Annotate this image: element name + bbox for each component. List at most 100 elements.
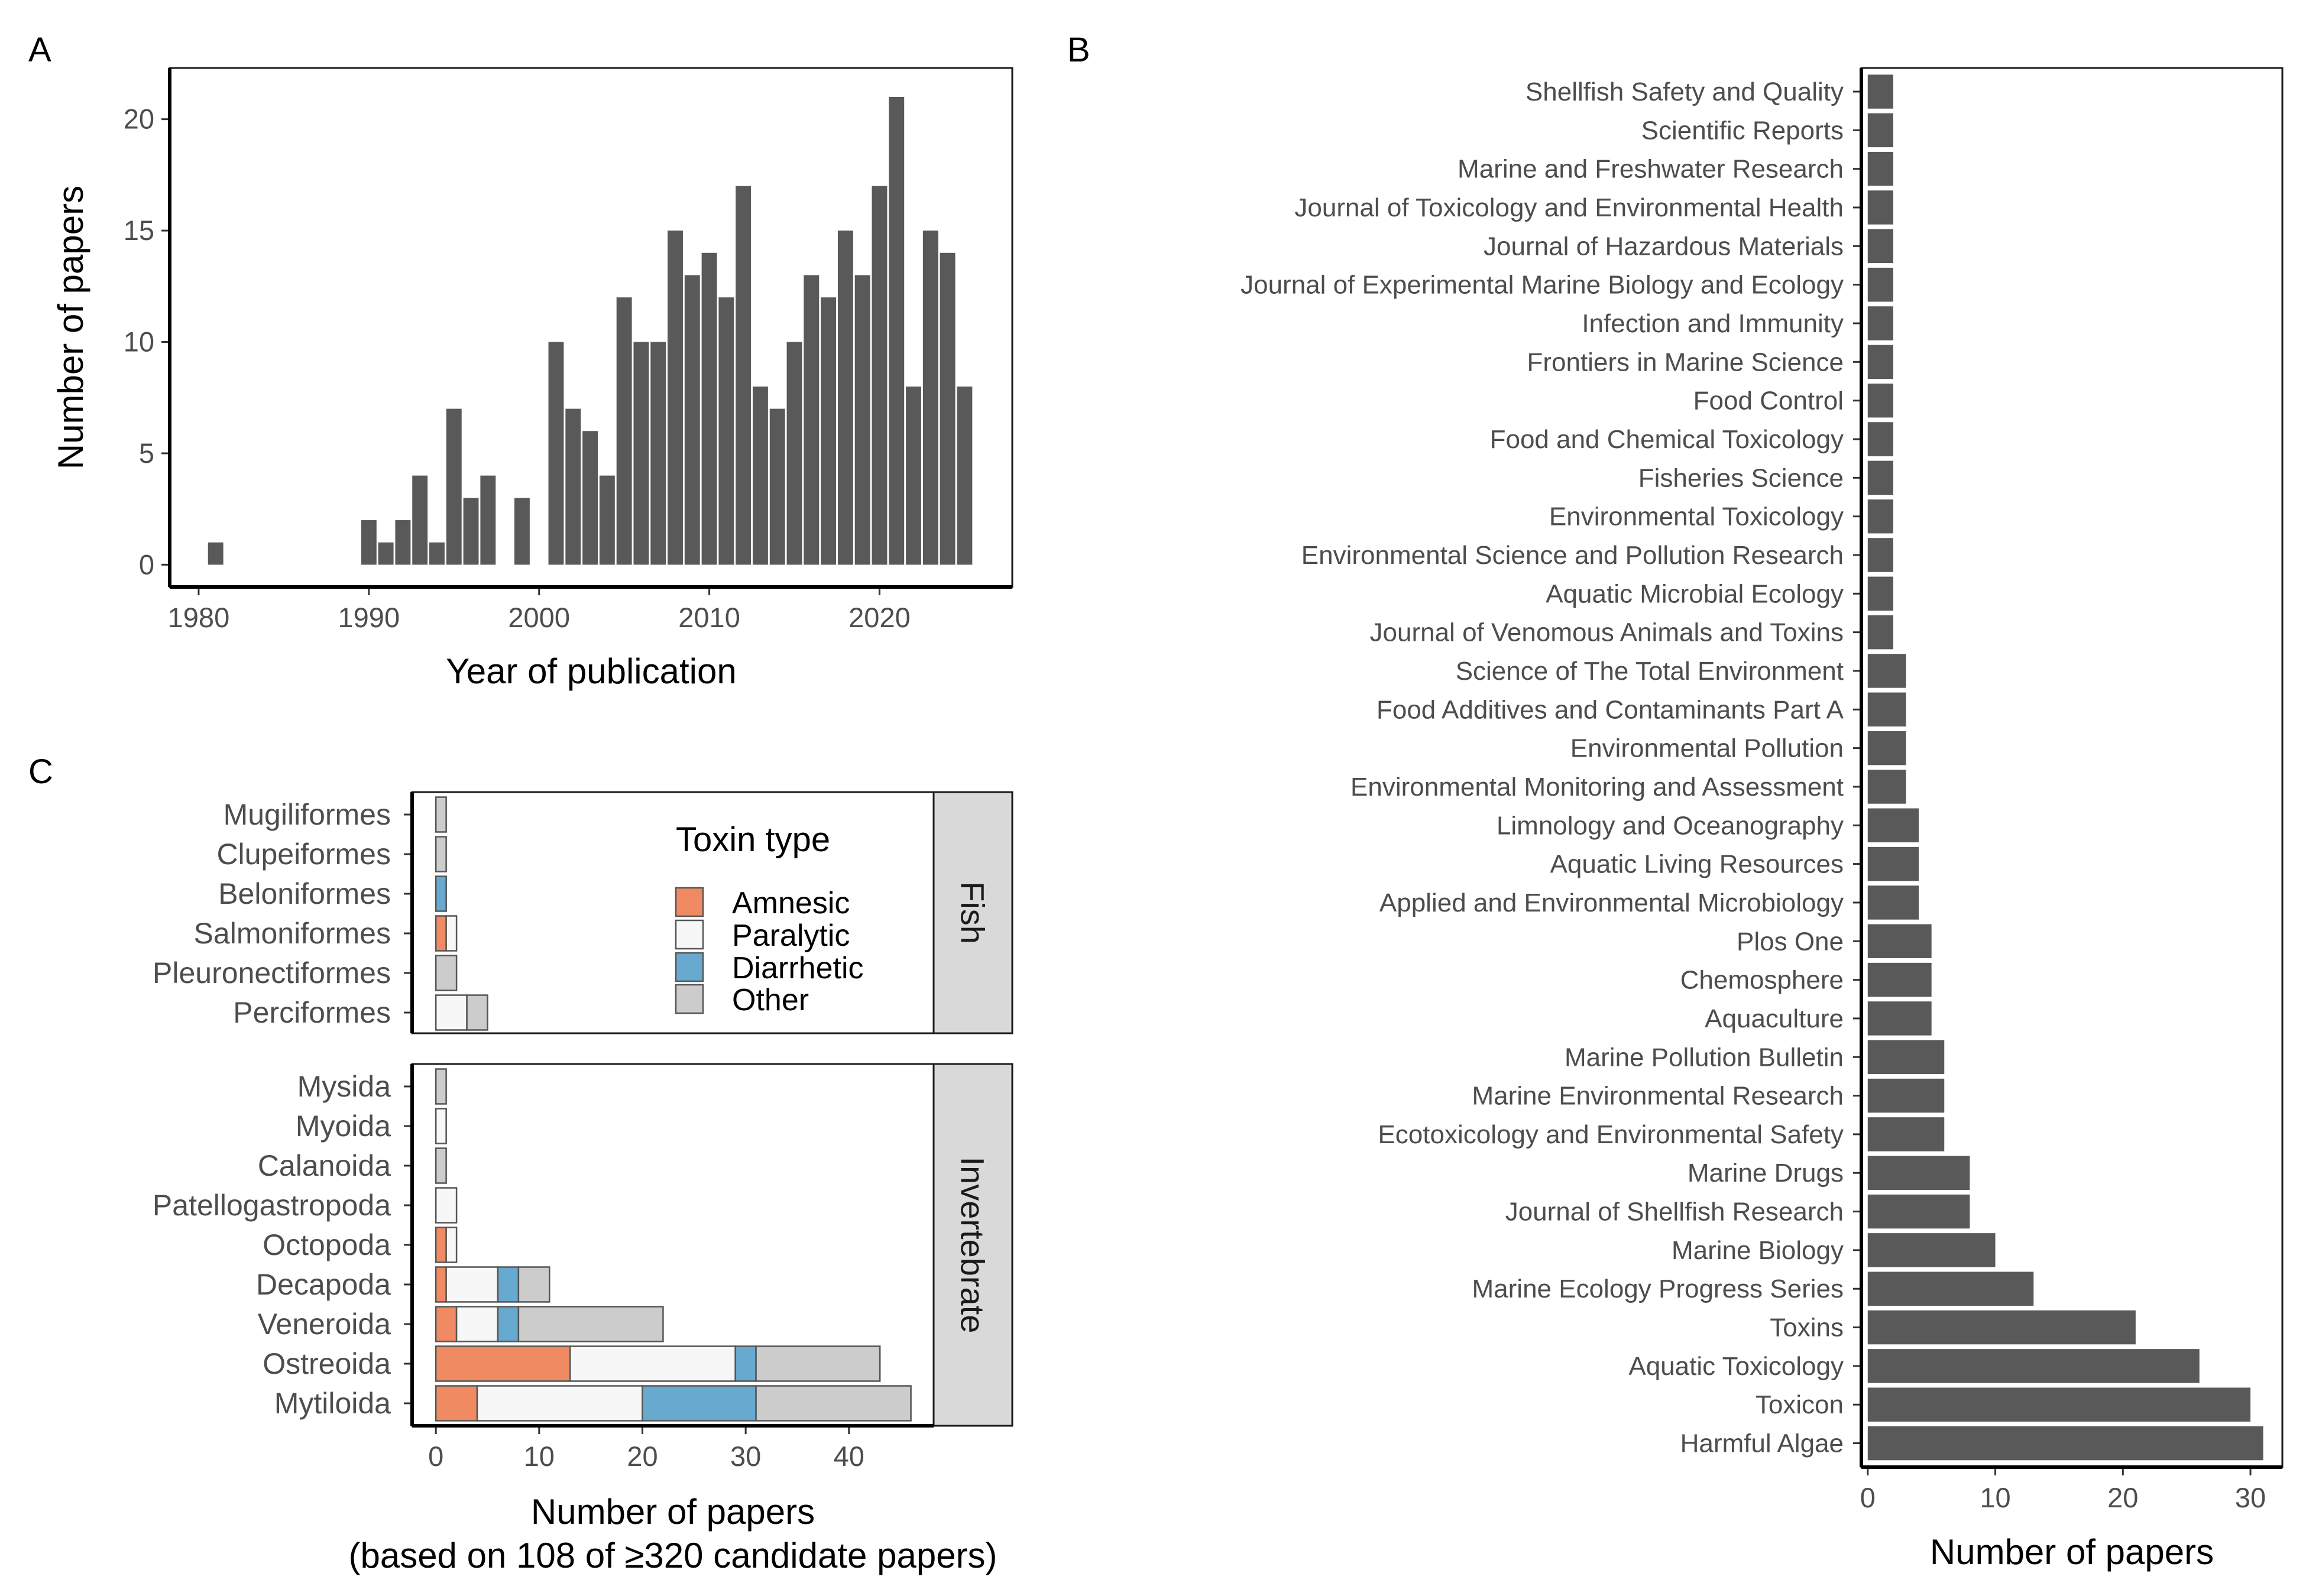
journal-bar-journal-of-experimental-marine-biology-and-ecology — [1867, 267, 1893, 302]
panel-b-journal-labels: Shellfish Safety and Quality Scientific R… — [1241, 77, 1861, 1458]
journal-label-marine-drugs: Marine Drugs — [1688, 1159, 1844, 1188]
order-label-beloniformes: Beloniformes — [218, 877, 391, 910]
journal-label-journal-of-experimental-marine-biology-and-ecology: Journal of Experimental Marine Biology a… — [1241, 271, 1844, 300]
year-bar-1999 — [514, 498, 530, 565]
panel-c-bars — [435, 796, 912, 1422]
journal-label-marine-ecology-progress-series: Marine Ecology Progress Series — [1472, 1274, 1844, 1303]
panel-c-legend: Toxin type AmnesicParalyticDiarrheticOth… — [675, 820, 864, 1017]
panel-letter-c: C — [28, 752, 53, 791]
panel-b-journal-bars: Shellfish Safety and Quality Scientific R… — [1241, 67, 2284, 1572]
y-tick-label-15: 15 — [124, 215, 154, 246]
year-bar-1996 — [463, 498, 479, 565]
year-bar-2021 — [889, 96, 905, 565]
x-tick-label-0: 0 — [428, 1441, 443, 1472]
journal-label-journal-of-venomous-animals-and-toxins: Journal of Venomous Animals and Toxins — [1370, 618, 1844, 647]
year-bar-2017 — [821, 297, 837, 565]
journal-bar-limnology-and-oceanography — [1867, 808, 1919, 843]
year-bar-2007 — [650, 342, 666, 565]
journal-bar-environmental-pollution — [1867, 731, 1906, 765]
x-tick-label-30: 30 — [2235, 1482, 2266, 1513]
order-label-salmoniformes: Salmoniformes — [194, 917, 391, 950]
journal-label-aquatic-living-resources: Aquatic Living Resources — [1550, 850, 1844, 879]
panel-c-ticks: 0 10 20 30 40 — [428, 1426, 864, 1472]
journal-bar-shellfish-safety-and-quality — [1867, 74, 1893, 109]
year-bar-2006 — [633, 342, 649, 565]
segment-pleuronectiformes-other — [435, 955, 458, 991]
segment-decapoda-other — [517, 1266, 550, 1303]
panel-c-fish-strip — [932, 791, 1013, 1034]
year-bar-2025 — [957, 386, 973, 565]
x-tick-label-30: 30 — [730, 1441, 761, 1472]
journal-label-marine-and-freshwater-research: Marine and Freshwater Research — [1458, 155, 1844, 184]
panel-a-x-axis-title: Year of publication — [446, 651, 736, 691]
panel-b-ticks: 0 10 20 30 — [1860, 1467, 2266, 1513]
panel-c-invertebrate-strip-label: Invertebrate — [954, 1157, 992, 1334]
year-bar-1995 — [446, 408, 462, 565]
panel-c-fish-strip-label: Fish — [954, 881, 992, 944]
order-label-mugiliformes: Mugiliformes — [224, 798, 391, 831]
journal-label-aquaculture: Aquaculture — [1705, 1004, 1844, 1033]
segment-veneroida-other — [517, 1306, 664, 1342]
panel-c-fish-frame — [411, 791, 935, 1034]
journal-bar-journal-of-shellfish-research — [1867, 1194, 1970, 1229]
segment-salmoniformes-amnesic — [435, 915, 447, 952]
journal-label-environmental-toxicology: Environmental Toxicology — [1549, 502, 1844, 531]
journal-bar-journal-of-toxicology-and-environmental-health — [1867, 190, 1893, 225]
journal-label-environmental-monitoring-and-assessment: Environmental Monitoring and Assessment — [1350, 773, 1844, 802]
journal-bar-marine-and-freshwater-research — [1867, 151, 1893, 186]
segment-veneroida-diarrhetic — [497, 1306, 520, 1342]
year-bar-2010 — [701, 252, 717, 565]
journal-label-fisheries-science: Fisheries Science — [1638, 463, 1844, 492]
panel-a-y-axis-title: Number of papers — [51, 186, 90, 469]
journal-bar-fisheries-science — [1867, 460, 1893, 495]
year-bar-2019 — [854, 275, 870, 565]
panel-a-ticks: 0 5 10 15 20 1980 1990 2000 2010 2020 — [124, 103, 911, 633]
segment-ostreoida-paralytic — [569, 1345, 736, 1382]
segment-mugiliformes-other — [435, 796, 447, 833]
journal-bar-environmental-toxicology — [1867, 499, 1893, 534]
panel-letter-b: B — [1067, 31, 1090, 69]
journal-bar-marine-biology — [1867, 1233, 1996, 1267]
year-bar-2013 — [752, 386, 768, 565]
panel-b-bars — [1867, 74, 2263, 1461]
x-tick-label-10: 10 — [524, 1441, 555, 1472]
journal-bar-food-and-chemical-toxicology — [1867, 422, 1893, 456]
year-bar-2011 — [718, 297, 734, 565]
journal-label-aquatic-microbial-ecology: Aquatic Microbial Ecology — [1546, 579, 1844, 608]
panel-c-order-labels: Mugiliformes Clupeiformes Beloniformes Salm… — [153, 798, 412, 1420]
journal-label-journal-of-hazardous-materials: Journal of Hazardous Materials — [1484, 232, 1844, 261]
year-bar-2016 — [804, 275, 820, 565]
journal-label-toxicon: Toxicon — [1756, 1390, 1844, 1419]
order-label-veneroida: Veneroida — [258, 1308, 391, 1341]
segment-veneroida-paralytic — [455, 1306, 499, 1342]
y-tick-label-20: 20 — [124, 103, 154, 135]
year-bar-1993 — [412, 475, 428, 565]
journal-bar-journal-of-venomous-animals-and-toxins — [1867, 615, 1893, 650]
order-label-clupeiformes: Clupeiformes — [216, 838, 391, 871]
journal-bar-aquaculture — [1867, 1001, 1932, 1036]
segment-octopoda-paralytic — [445, 1227, 458, 1263]
journal-bar-plos-one — [1867, 924, 1932, 959]
x-tick-label-40: 40 — [834, 1441, 864, 1472]
x-tick-label-10: 10 — [1980, 1482, 2010, 1513]
segment-clupeiformes-other — [435, 836, 447, 872]
x-tick-label-2010: 2010 — [678, 602, 740, 633]
legend-swatch-amnesic — [675, 887, 704, 917]
panel-letter-a: A — [28, 31, 51, 69]
segment-veneroida-amnesic — [435, 1306, 458, 1342]
x-tick-label-1990: 1990 — [338, 602, 400, 633]
journal-bar-environmental-science-and-pollution-research — [1867, 538, 1893, 572]
legend-label-other: Other — [732, 983, 809, 1017]
order-label-decapoda: Decapoda — [256, 1268, 391, 1301]
journal-label-chemosphere: Chemosphere — [1680, 966, 1844, 995]
journal-label-frontiers-in-marine-science: Frontiers in Marine Science — [1527, 348, 1844, 377]
year-bar-2015 — [786, 342, 802, 565]
journal-label-applied-and-environmental-microbiology: Applied and Environmental Microbiology — [1379, 888, 1844, 917]
journal-label-food-additives-and-contaminants-part-a: Food Additives and Contaminants Part A — [1377, 695, 1844, 724]
journal-bar-applied-and-environmental-microbiology — [1867, 885, 1919, 920]
x-tick-label-20: 20 — [627, 1441, 658, 1472]
segment-decapoda-amnesic — [435, 1266, 447, 1303]
panel-b-x-axis-title: Number of papers — [1930, 1532, 2214, 1572]
segment-ostreoida-other — [755, 1345, 881, 1382]
